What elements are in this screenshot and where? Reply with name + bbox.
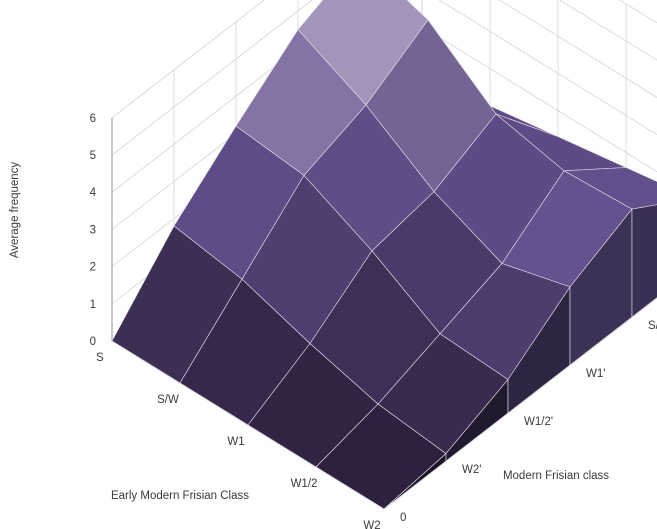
x-axis-title: Early Modern Frisian Class: [111, 490, 249, 502]
gridline: [619, 0, 657, 24]
gridline: [111, 0, 265, 119]
surface-skirt: [315, 466, 385, 510]
y-tick-label: 0: [90, 336, 96, 348]
z-axis-title: Modern Frisian class: [503, 470, 609, 482]
x-tick-label: W2: [363, 520, 380, 529]
z-tick-label: W1/2': [524, 416, 553, 428]
z-tick-label: 0: [400, 512, 406, 524]
y-tick-label: 1: [90, 299, 96, 311]
z-tick-label: S/W': [648, 320, 657, 332]
y-axis-title: Average frequency: [9, 162, 21, 259]
x-tick-label: W1/2: [291, 478, 318, 490]
gridline: [558, 0, 657, 61]
z-tick-label: W2': [462, 464, 481, 476]
surface-mesh: [111, 0, 657, 510]
surface-skirt: [631, 204, 657, 318]
y-tick-label: 6: [90, 113, 96, 125]
y-tick-label: 3: [90, 224, 96, 236]
gridline: [111, 0, 361, 193]
y-tick-label: 4: [90, 187, 97, 199]
gridline: [111, 0, 313, 156]
x-tick-label: S/W: [157, 394, 179, 406]
y-tick-label: 5: [90, 150, 96, 162]
x-tick-label: W1: [227, 436, 244, 448]
y-tick-label: 2: [90, 262, 96, 274]
x-tick-label: S: [96, 352, 104, 364]
axis-labels: Average frequency Early Modern Frisian C…: [9, 113, 657, 529]
z-tick-label: W1': [586, 368, 605, 380]
